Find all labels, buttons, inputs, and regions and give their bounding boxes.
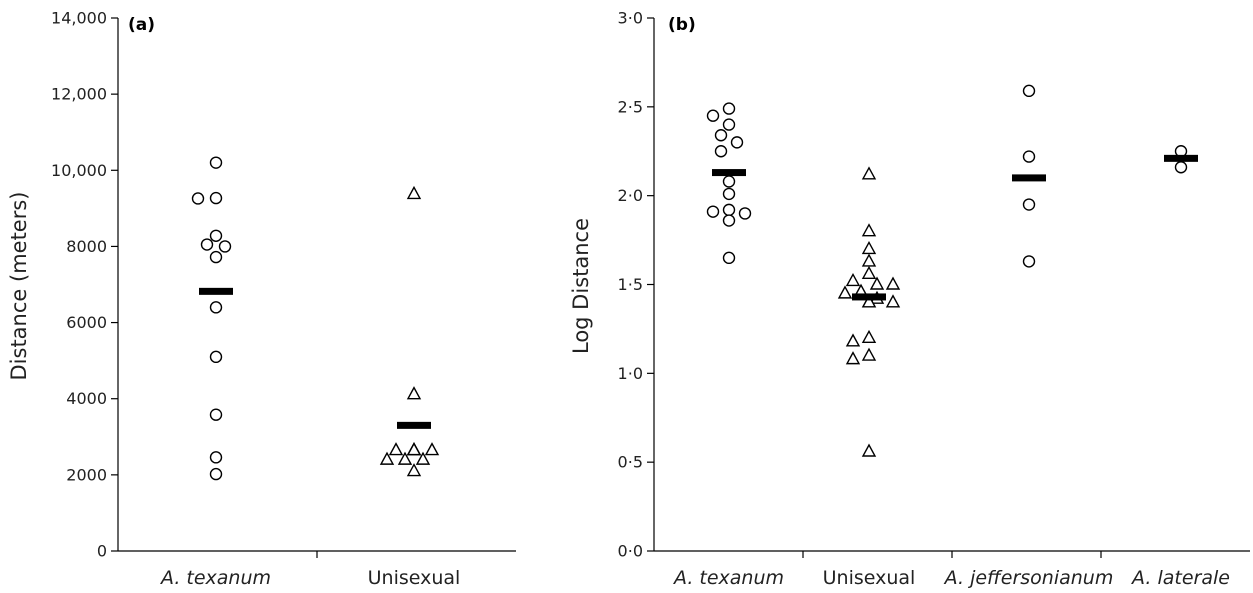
data-point-triangle xyxy=(415,451,431,465)
data-point-triangle xyxy=(406,185,422,200)
data-point-circle xyxy=(209,250,223,264)
data-point-triangle xyxy=(406,463,422,477)
data-point-circle xyxy=(209,467,223,481)
data-point-circle xyxy=(209,451,223,464)
data-point-circle xyxy=(714,145,728,158)
data-point-circle xyxy=(722,251,736,265)
data-point-circle xyxy=(1022,198,1036,211)
y-tick-label: 2000 xyxy=(66,465,107,484)
data-point-circle xyxy=(209,408,223,421)
data-point-triangle xyxy=(861,443,877,457)
data-point-triangle xyxy=(379,451,395,465)
data-point-triangle xyxy=(885,276,901,290)
mean-bar xyxy=(199,287,233,295)
data-point-circle xyxy=(722,175,736,188)
panel-a: (a) Distance (meters) 0 2000 4000 6000 8000 1… xyxy=(7,9,516,589)
panel-b: (b) Log Distance 0·0 0·5 1·0 1·5 2·0 2·5 3·0 A.… xyxy=(569,9,1250,589)
data-point-triangle xyxy=(861,294,877,308)
y-tick-label: 0·5 xyxy=(618,453,643,472)
data-point-circle xyxy=(209,229,223,242)
y-tick-label: 14,000 xyxy=(51,9,107,28)
mean-bar xyxy=(1164,154,1198,162)
y-tick-label: 10,000 xyxy=(51,161,107,180)
mean-bar xyxy=(1012,174,1046,182)
y-tick-label: 3·0 xyxy=(618,9,643,28)
y-tick-label: 6000 xyxy=(66,313,107,332)
data-point-triangle xyxy=(861,253,877,267)
data-point-circle xyxy=(706,205,720,218)
data-point-triangle xyxy=(424,442,440,456)
y-tick-label: 12,000 xyxy=(51,85,107,104)
data-point-circle xyxy=(209,301,223,314)
y-tick-label: 0 xyxy=(97,542,107,561)
y-tick-label: 8000 xyxy=(66,237,107,256)
data-point-circle xyxy=(209,191,223,205)
panel-b-label: (b) xyxy=(668,15,696,35)
mean-bar xyxy=(397,421,431,429)
data-point-triangle xyxy=(845,272,861,287)
panel-a-ylabel: Distance (meters) xyxy=(7,192,31,381)
y-tick-label: 2·5 xyxy=(618,97,643,116)
data-point-circle xyxy=(218,240,232,253)
data-point-triangle xyxy=(845,351,861,365)
data-point-circle xyxy=(1022,255,1036,268)
data-point-triangle xyxy=(861,241,877,255)
data-point-circle xyxy=(722,187,736,201)
panel-a-label: (a) xyxy=(128,15,155,35)
data-point-circle xyxy=(730,136,744,149)
data-point-triangle xyxy=(861,265,877,280)
mean-bar xyxy=(712,169,746,177)
y-tick-label: 0·0 xyxy=(618,542,643,561)
data-point-triangle xyxy=(406,386,422,400)
x-category-label: A. laterale xyxy=(1130,567,1230,589)
data-point-triangle xyxy=(869,276,885,290)
data-point-triangle xyxy=(861,329,877,343)
data-point-circle xyxy=(722,214,736,227)
data-point-circle xyxy=(722,203,736,217)
mean-bar xyxy=(852,293,886,301)
data-point-circle xyxy=(1022,150,1036,163)
data-point-circle xyxy=(209,156,223,169)
data-point-circle xyxy=(706,109,720,122)
x-category-label: A. texanum xyxy=(672,567,784,589)
data-point-triangle xyxy=(845,333,861,347)
data-point-circle xyxy=(738,207,752,220)
data-point-triangle xyxy=(885,294,901,308)
data-point-triangle xyxy=(861,347,877,361)
data-point-triangle xyxy=(861,223,877,237)
data-point-circle xyxy=(1174,161,1188,174)
data-point-triangle xyxy=(861,166,877,180)
data-point-triangle xyxy=(837,285,853,299)
data-point-triangle xyxy=(388,442,404,456)
y-tick-label: 1·5 xyxy=(618,275,643,294)
y-tick-label: 4000 xyxy=(66,389,107,408)
y-tick-label: 2·0 xyxy=(618,186,643,205)
x-category-label: A. texanum xyxy=(159,567,271,589)
data-point-circle xyxy=(722,118,736,131)
data-point-circle xyxy=(1022,84,1036,98)
x-category-label: Unisexual xyxy=(823,567,916,589)
data-point-triangle xyxy=(397,451,413,465)
data-point-circle xyxy=(722,102,736,115)
data-point-triangle xyxy=(406,442,422,456)
panel-b-ylabel: Log Distance xyxy=(569,218,593,354)
x-category-label: A. jeffersonianum xyxy=(943,567,1114,589)
y-tick-label: 1·0 xyxy=(618,364,643,383)
data-point-circle xyxy=(714,129,728,142)
data-point-circle xyxy=(200,238,214,251)
x-category-label: Unisexual xyxy=(368,567,461,589)
data-point-circle xyxy=(191,192,205,205)
data-point-circle xyxy=(209,350,223,364)
